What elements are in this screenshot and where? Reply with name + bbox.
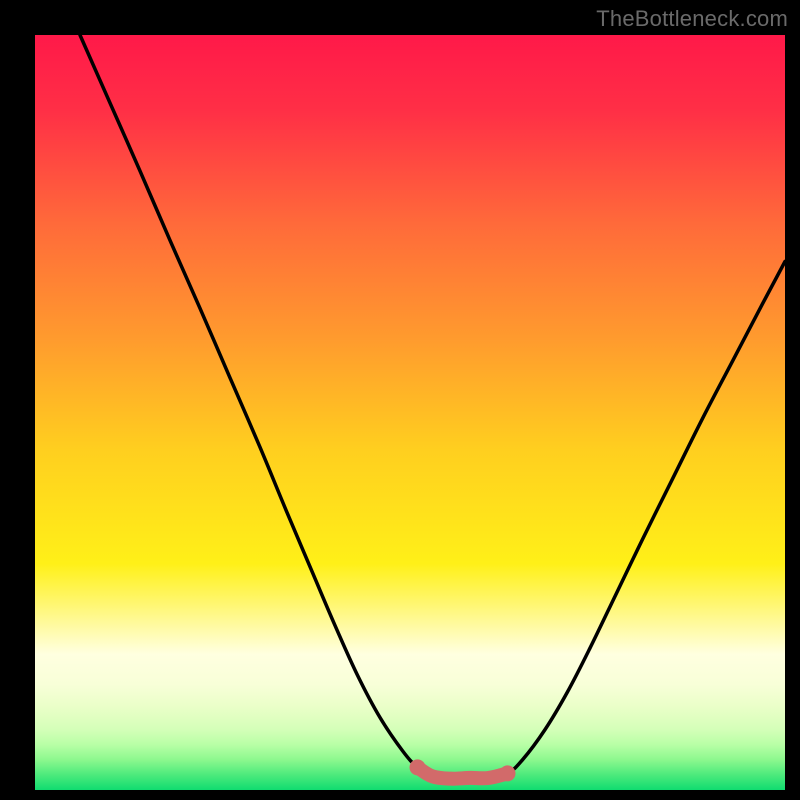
background-gradient (35, 35, 785, 790)
watermark-text: TheBottleneck.com (596, 6, 788, 32)
plot-area (0, 35, 800, 790)
chart-root: TheBottleneck.com (0, 0, 800, 800)
